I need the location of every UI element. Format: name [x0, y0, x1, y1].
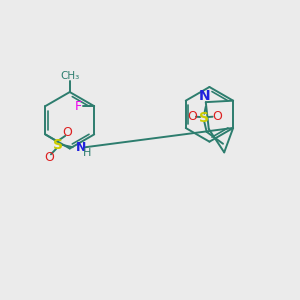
Text: H: H — [83, 148, 92, 158]
Text: S: S — [199, 111, 209, 124]
Text: O: O — [187, 110, 197, 123]
Text: O: O — [62, 126, 72, 139]
Text: N: N — [76, 141, 86, 154]
Text: F: F — [74, 100, 81, 113]
Text: O: O — [212, 110, 222, 123]
Text: CH₃: CH₃ — [60, 71, 80, 81]
Text: O: O — [44, 151, 54, 164]
Text: S: S — [53, 138, 63, 152]
Text: N: N — [199, 89, 210, 103]
